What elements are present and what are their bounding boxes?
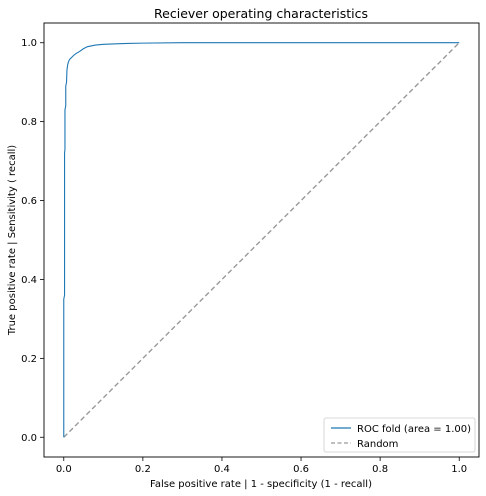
x-axis-ticks: 0.0 0.2 0.4 0.6 0.8 1.0: [56, 457, 467, 475]
x-tick-label: 0.0: [56, 464, 72, 475]
legend-label-random: Random: [357, 439, 398, 450]
x-tick-label: 0.8: [372, 464, 388, 475]
roc-curve-line: [63, 42, 460, 438]
y-tick-label: 0.4: [21, 275, 37, 286]
series-layer: [63, 42, 460, 438]
y-tick-label: 0.6: [21, 196, 37, 207]
legend: ROC fold (area = 1.00) Random: [323, 417, 476, 453]
random-baseline-line: [63, 42, 460, 438]
y-tick-label: 0.0: [21, 433, 37, 444]
legend-box: [323, 417, 476, 453]
x-tick-label: 0.4: [214, 464, 230, 475]
legend-label-roc: ROC fold (area = 1.00): [357, 424, 471, 435]
y-axis-label: True positive rate | Sensitivity ( recal…: [7, 145, 18, 336]
x-tick-label: 0.2: [135, 464, 151, 475]
x-axis-label: False positive rate | 1 - specificity (1…: [150, 479, 372, 490]
chart-title: Reciever operating characteristics: [154, 6, 368, 21]
plot-frame: [43, 22, 480, 458]
y-tick-label: 0.2: [21, 354, 37, 365]
y-tick-label: 0.8: [21, 117, 37, 128]
y-tick-label: 1.0: [21, 38, 37, 49]
x-tick-label: 0.6: [293, 464, 309, 475]
x-tick-label: 1.0: [451, 464, 467, 475]
y-axis-ticks: 0.0 0.2 0.4 0.6 0.8 1.0: [21, 38, 44, 444]
